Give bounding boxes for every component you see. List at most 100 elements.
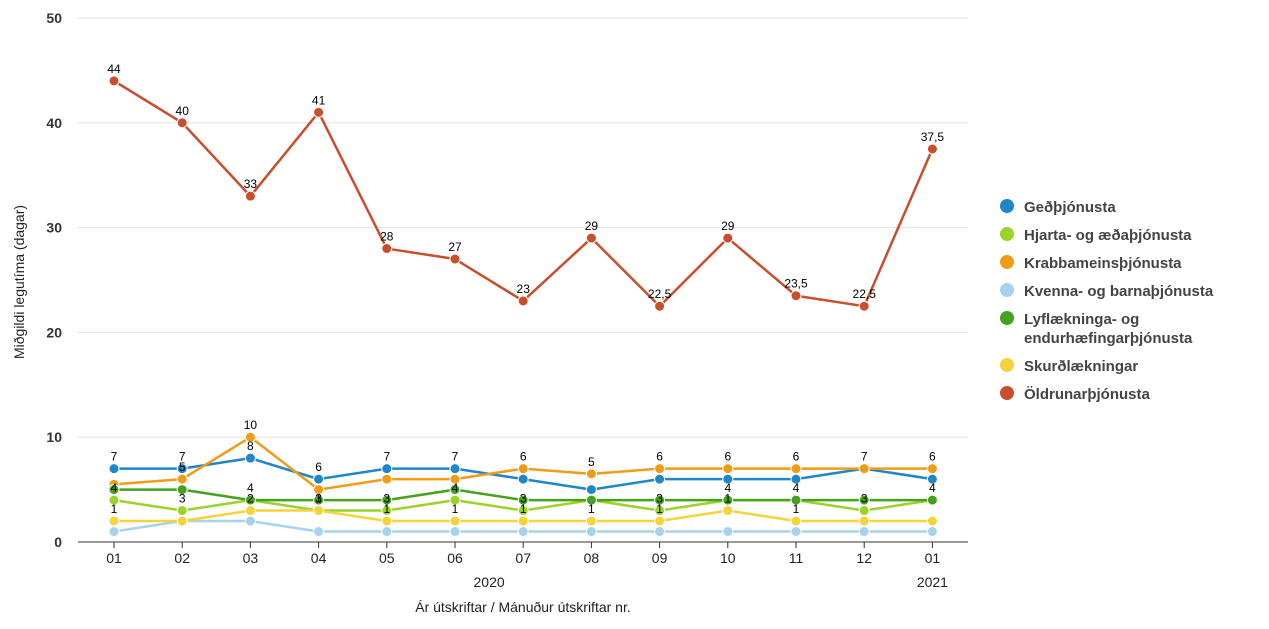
legend-label: Skurðlækningar: [1024, 358, 1139, 375]
data-point[interactable]: [517, 295, 529, 307]
data-point[interactable]: [517, 526, 529, 538]
data-point[interactable]: [858, 515, 870, 527]
data-point[interactable]: [585, 526, 597, 538]
data-point[interactable]: [858, 505, 870, 517]
x-tick-label: 05: [379, 550, 395, 566]
data-point[interactable]: [654, 300, 666, 312]
data-point[interactable]: [517, 494, 529, 506]
legend-item[interactable]: Lyflækninga- og endurhæfingarþjónusta: [1000, 310, 1266, 348]
data-point[interactable]: [108, 484, 120, 496]
data-point[interactable]: [517, 515, 529, 527]
data-label: 23,5: [784, 277, 808, 291]
data-point[interactable]: [926, 515, 938, 527]
x-tick-label: 02: [174, 550, 190, 566]
legend-label: Lyflækninga- og endurhæfingarþjónusta: [1024, 311, 1193, 347]
data-point[interactable]: [858, 526, 870, 538]
data-point[interactable]: [722, 505, 734, 517]
data-point[interactable]: [654, 473, 666, 485]
data-point[interactable]: [313, 473, 325, 485]
data-label: 7: [383, 450, 390, 464]
data-point[interactable]: [722, 232, 734, 244]
data-label: 4: [724, 481, 731, 495]
x-tick-label: 03: [243, 550, 259, 566]
data-point[interactable]: [176, 117, 188, 129]
data-point[interactable]: [654, 463, 666, 475]
data-point[interactable]: [176, 505, 188, 517]
data-point[interactable]: [517, 463, 529, 475]
data-point[interactable]: [654, 526, 666, 538]
data-point[interactable]: [313, 526, 325, 538]
data-point[interactable]: [381, 243, 393, 255]
x-tick-label: 11: [789, 550, 804, 566]
legend: Geðþjónusta Hjarta- og æðaþjónusta Krabbam…: [1000, 198, 1266, 413]
legend-item[interactable]: Geðþjónusta: [1000, 198, 1266, 217]
data-point[interactable]: [654, 515, 666, 527]
data-point[interactable]: [108, 526, 120, 538]
data-point[interactable]: [858, 463, 870, 475]
data-point[interactable]: [176, 515, 188, 527]
data-point[interactable]: [654, 494, 666, 506]
data-point[interactable]: [926, 143, 938, 155]
data-point[interactable]: [244, 452, 256, 464]
data-point[interactable]: [176, 484, 188, 496]
data-point[interactable]: [108, 463, 120, 475]
data-point[interactable]: [585, 484, 597, 496]
data-point[interactable]: [449, 463, 461, 475]
data-point[interactable]: [381, 526, 393, 538]
legend-item[interactable]: Hjarta- og æðaþjónusta: [1000, 226, 1266, 245]
x-tick-label: 06: [447, 550, 463, 566]
data-label: 22,5: [853, 287, 877, 301]
data-point[interactable]: [858, 494, 870, 506]
legend-item[interactable]: Kvenna- og barnaþjónusta: [1000, 282, 1266, 301]
legend-marker: [1000, 311, 1014, 325]
data-point[interactable]: [381, 473, 393, 485]
data-label: 33: [244, 177, 258, 191]
data-point[interactable]: [244, 505, 256, 517]
data-point[interactable]: [176, 473, 188, 485]
data-point[interactable]: [790, 290, 802, 302]
data-point[interactable]: [790, 515, 802, 527]
x-axis-title: Ár útskriftar / Mánuður útskriftar nr.: [415, 599, 631, 615]
data-point[interactable]: [244, 431, 256, 443]
data-point[interactable]: [313, 106, 325, 118]
legend-label: Kvenna- og barnaþjónusta: [1024, 283, 1214, 300]
data-point[interactable]: [449, 515, 461, 527]
data-point[interactable]: [108, 515, 120, 527]
data-point[interactable]: [585, 232, 597, 244]
data-point[interactable]: [449, 253, 461, 265]
data-point[interactable]: [449, 526, 461, 538]
legend-marker: [1000, 358, 1014, 372]
data-point[interactable]: [585, 494, 597, 506]
data-point[interactable]: [381, 515, 393, 527]
y-axis-title: Miðgildi legutíma (dagar): [11, 205, 27, 359]
data-point[interactable]: [926, 526, 938, 538]
legend-item[interactable]: Skurðlækningar: [1000, 357, 1266, 376]
data-point[interactable]: [858, 300, 870, 312]
data-label: 1: [656, 502, 663, 516]
data-point[interactable]: [108, 75, 120, 87]
data-point[interactable]: [585, 468, 597, 480]
data-point[interactable]: [722, 463, 734, 475]
data-point[interactable]: [790, 526, 802, 538]
data-point[interactable]: [381, 494, 393, 506]
data-point[interactable]: [926, 463, 938, 475]
data-label: 7: [111, 450, 118, 464]
legend-item[interactable]: Krabbameinsþjónusta: [1000, 254, 1266, 273]
data-label: 1: [383, 502, 390, 516]
data-point[interactable]: [381, 463, 393, 475]
data-label: 4: [111, 481, 118, 495]
series-group: [108, 431, 938, 496]
data-point[interactable]: [790, 494, 802, 506]
data-point[interactable]: [244, 515, 256, 527]
data-point[interactable]: [313, 505, 325, 517]
data-point[interactable]: [722, 526, 734, 538]
y-tick-label: 30: [46, 220, 62, 236]
data-point[interactable]: [926, 494, 938, 506]
data-point[interactable]: [449, 484, 461, 496]
data-point[interactable]: [244, 190, 256, 202]
data-point[interactable]: [790, 463, 802, 475]
grid: [78, 17, 968, 438]
data-point[interactable]: [585, 515, 597, 527]
legend-item[interactable]: Öldrunarþjónusta: [1000, 385, 1266, 404]
data-point[interactable]: [517, 473, 529, 485]
